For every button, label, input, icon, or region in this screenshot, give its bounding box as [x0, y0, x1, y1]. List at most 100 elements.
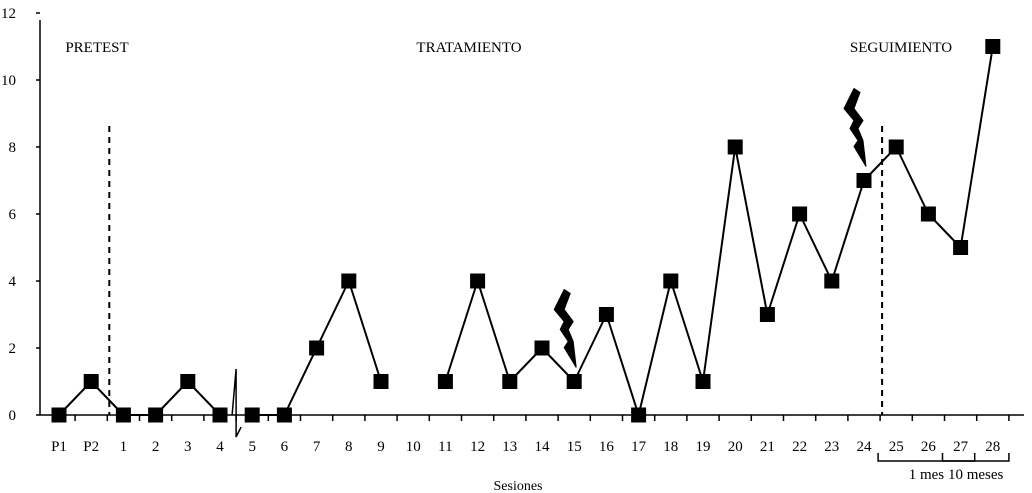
x-tick-label: 10: [406, 439, 421, 455]
lightning-icon: [843, 87, 867, 167]
series-segment: [315, 280, 350, 349]
data-point: [920, 206, 936, 222]
x-tick-label: 8: [345, 439, 353, 455]
series-segment: [573, 314, 608, 382]
series-segment: [669, 280, 704, 382]
lightning-icon: [553, 288, 577, 368]
data-point: [888, 139, 904, 155]
x-tick-label: 14: [535, 439, 551, 455]
follow-up-brackets: 1 mes 10 meses: [877, 453, 1010, 483]
x-tick-label: 13: [502, 439, 517, 455]
x-tick-label: 25: [889, 439, 904, 455]
x-tick-label: 28: [985, 439, 1000, 455]
bracket-label: 1 mes: [909, 467, 945, 483]
y-tick-label: 4: [9, 274, 17, 290]
x-tick-label: 7: [313, 439, 321, 455]
data-point: [985, 39, 1001, 54]
x-tick-label: 4: [216, 439, 224, 455]
data-point: [83, 374, 99, 389]
data-point: [437, 374, 453, 389]
data-point: [212, 407, 228, 423]
x-tick-label: 21: [760, 439, 775, 455]
y-tick-label: 2: [9, 341, 17, 357]
data-point: [309, 340, 325, 356]
x-tick-label: 19: [696, 439, 711, 455]
data-point: [115, 407, 131, 423]
y-tick-label: 8: [9, 140, 17, 156]
x-tick-label: 5: [248, 439, 256, 455]
y-tick-label: 12: [1, 6, 16, 22]
data-point: [727, 139, 743, 155]
series-segment: [605, 314, 640, 416]
data-point: [824, 273, 840, 289]
phase-label: PRETEST: [65, 40, 128, 56]
data-point: [180, 374, 196, 389]
series-segment: [895, 146, 930, 215]
x-tick-label: 16: [599, 439, 615, 455]
data-point: [792, 206, 808, 222]
data-point: [276, 407, 292, 423]
series-segment: [766, 213, 801, 315]
data-point: [695, 374, 711, 389]
x-tick-label: 24: [857, 439, 873, 455]
data-point: [953, 240, 969, 255]
data-point: [631, 407, 647, 423]
data-point: [534, 340, 550, 356]
series-segment: [347, 280, 382, 382]
x-tick-label: 22: [792, 439, 807, 455]
data-point: [341, 273, 357, 289]
bracket-line: [877, 453, 976, 462]
series-segment: [798, 213, 833, 282]
x-tick-label: 23: [824, 439, 839, 455]
x-tick-label: 17: [631, 439, 647, 455]
x-tick-label: 9: [377, 439, 385, 455]
data-point: [598, 307, 614, 322]
x-tick-label: 3: [184, 439, 192, 455]
x-tick-label: 1: [120, 439, 128, 455]
data-point: [502, 374, 518, 389]
data-point-markers: [51, 39, 1001, 423]
data-point: [373, 374, 389, 389]
bracket-label: 10 meses: [948, 467, 1004, 483]
series-segment: [444, 280, 479, 382]
bracket-line: [941, 453, 1010, 462]
data-point: [759, 307, 775, 322]
x-tick-label: 2: [152, 439, 160, 455]
data-point: [148, 407, 164, 423]
phase-label: SEGUIMIENTO: [850, 40, 952, 56]
data-point: [663, 273, 679, 289]
data-point: [51, 407, 67, 423]
axis-break-marker: [231, 368, 242, 438]
x-axis-title: Sesiones: [494, 479, 543, 493]
data-point: [244, 407, 260, 423]
x-tick-label: 20: [728, 439, 743, 455]
x-tick-label: P1: [51, 439, 67, 455]
x-tick-label: 27: [953, 439, 969, 455]
y-tick-label: 0: [9, 408, 17, 424]
x-tick-label: 26: [921, 439, 937, 455]
phase-divider-lines: [108, 126, 884, 415]
x-tick-label: 15: [567, 439, 582, 455]
data-point: [856, 173, 872, 188]
phase-labels: PRETEST TRATAMIENTO SEGUIMIENTO: [65, 40, 952, 56]
series-segment: [476, 280, 511, 382]
lightning-annotations: [553, 87, 867, 368]
series-segment: [702, 146, 737, 382]
x-tick-label: 11: [438, 439, 452, 455]
series-segment: [637, 280, 672, 416]
x-tick-label: P2: [83, 439, 99, 455]
data-point: [566, 374, 582, 389]
y-tick-label: 10: [1, 73, 16, 89]
phase-label: TRATAMIENTO: [416, 40, 521, 56]
data-point: [470, 273, 486, 289]
series-segment: [830, 180, 865, 282]
series-segment: [283, 347, 318, 416]
series-segment: [959, 46, 994, 248]
x-tick-label: 6: [281, 439, 289, 455]
y-tick-label: 6: [9, 207, 17, 223]
series-segment: [734, 146, 769, 315]
x-tick-label: 12: [470, 439, 485, 455]
x-tick-label: 18: [663, 439, 678, 455]
